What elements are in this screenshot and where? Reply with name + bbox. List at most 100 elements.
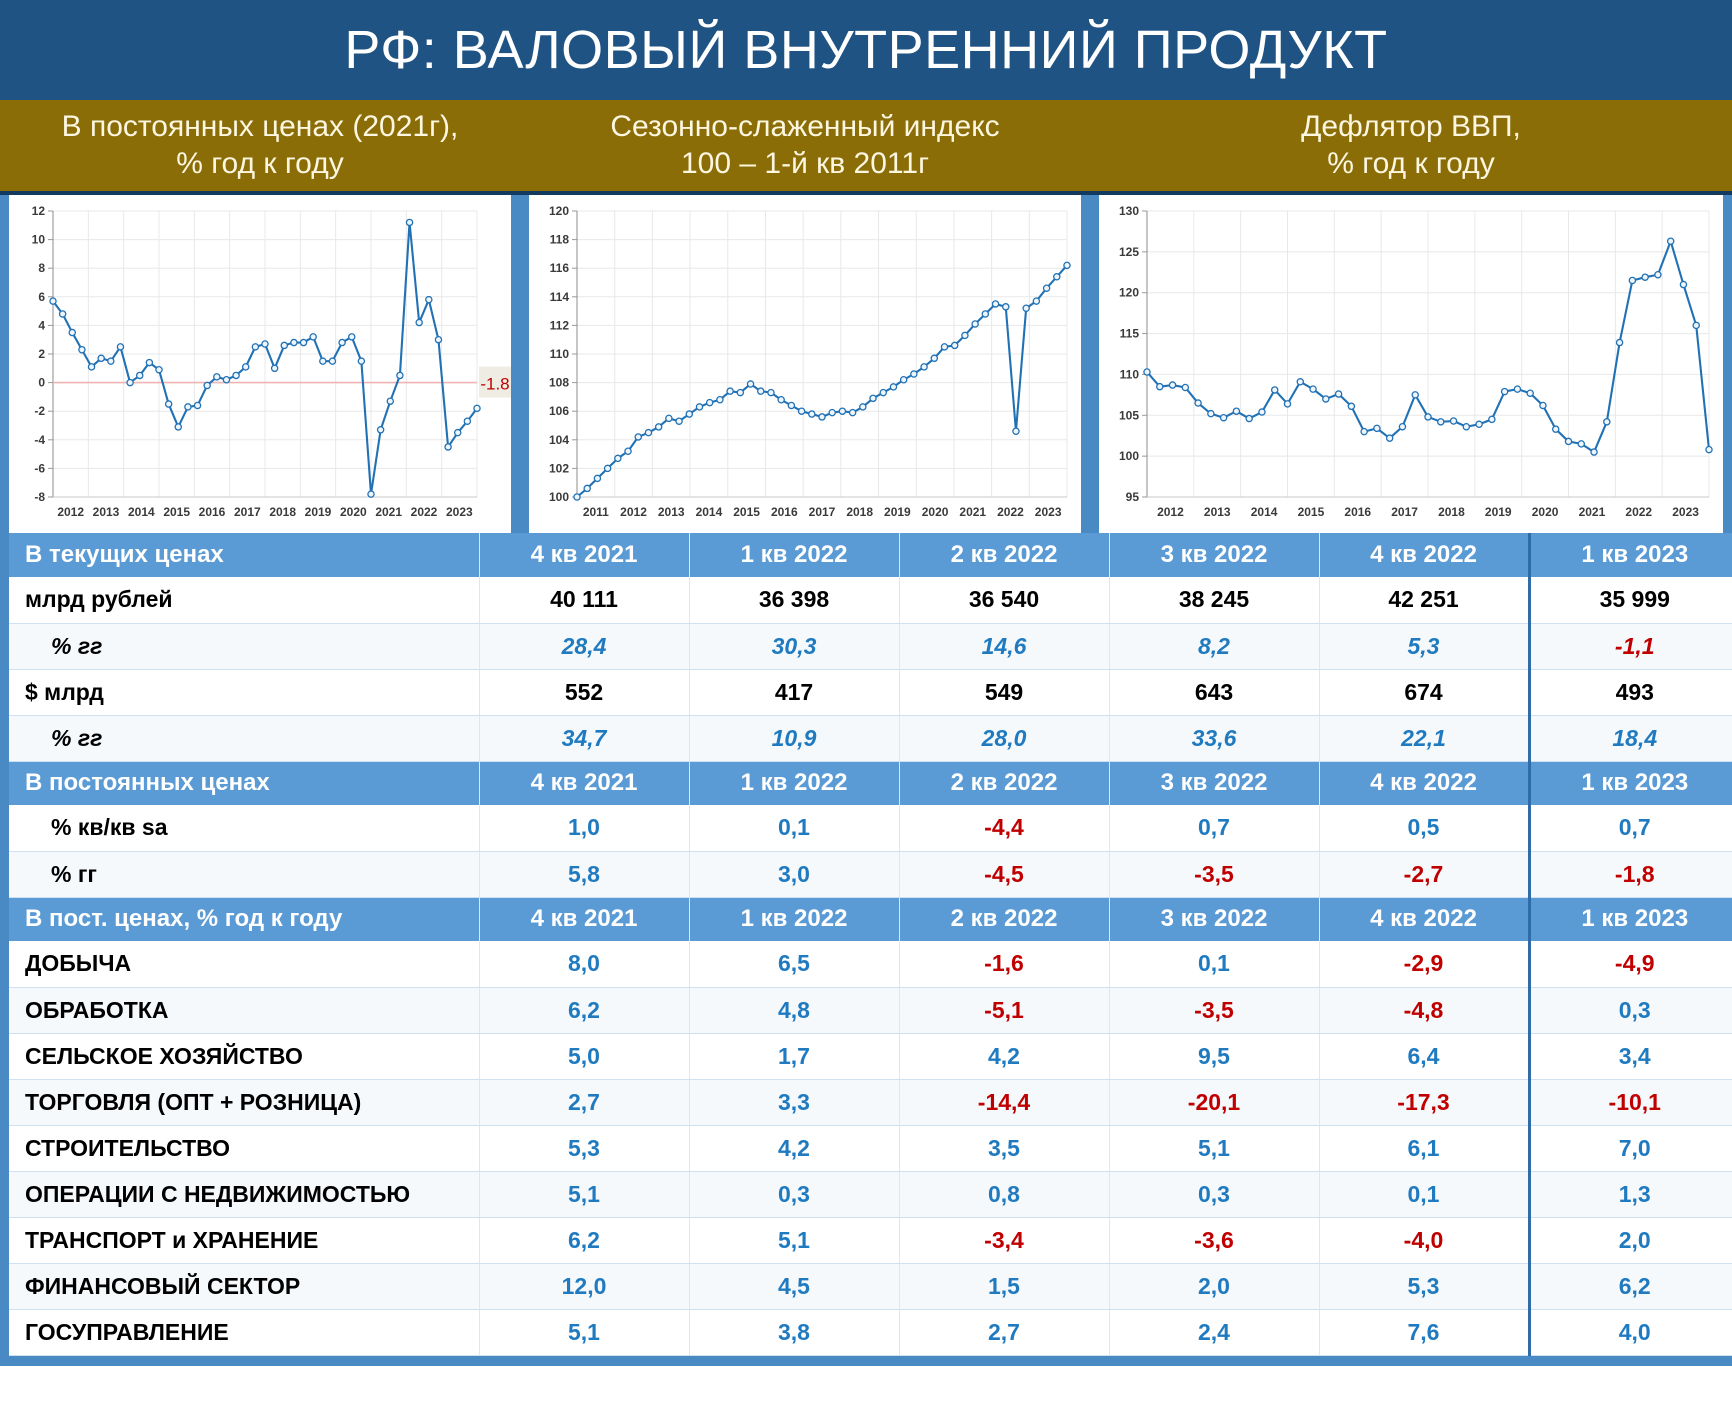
column-header: 2 кв 2022 <box>898 533 1109 577</box>
table-cell: 40 111 <box>478 577 689 624</box>
table-row: млрд рублей 40 111 36 398 36 540 38 245 42 25… <box>9 577 1732 624</box>
svg-text:2021: 2021 <box>1579 505 1606 519</box>
table-cell: 674 <box>1318 669 1529 716</box>
table-cell: 5,8 <box>478 851 689 898</box>
table-cell: -4,8 <box>1318 987 1529 1034</box>
svg-text:2023: 2023 <box>1672 505 1699 519</box>
column-header: 4 кв 2022 <box>1318 761 1529 805</box>
table-cell: 0,1 <box>1108 941 1319 988</box>
svg-text:2021: 2021 <box>375 505 402 519</box>
column-header: 2 кв 2022 <box>898 761 1109 805</box>
table-cell: 8,2 <box>1108 623 1319 670</box>
row-label: % гг <box>9 623 479 670</box>
svg-text:2012: 2012 <box>57 505 84 519</box>
table-cell: 1,0 <box>478 805 689 852</box>
line-chart-sa-index: 100 102 104 106 108 110 112 114 116 118 120 2011 201… <box>529 195 1081 533</box>
chart-subtitle-2: Сезонно-слаженный индекс 100 – 1-й кв 20… <box>520 100 1090 191</box>
svg-text:2023: 2023 <box>446 505 473 519</box>
section-title: В пост. ценах, % год к году <box>9 897 479 941</box>
svg-text:12: 12 <box>32 204 46 218</box>
chart-subtitle-2-line1: Сезонно-слаженный индекс <box>610 109 1000 143</box>
line-chart-constant-prices: -8 -6 -4 -2 0 2 4 6 8 10 12 2012 2013 2014 2015 2016 201… <box>9 195 511 533</box>
table-cell: 7,0 <box>1527 1125 1732 1172</box>
column-header: 1 кв 2022 <box>688 761 899 805</box>
table-cell: 493 <box>1527 669 1732 716</box>
column-header: 1 кв 2023 <box>1527 761 1732 805</box>
table-row: ГОСУПРАВЛЕНИЕ 5,1 3,8 2,7 2,4 7,6 4,0 <box>9 1309 1732 1356</box>
svg-text:130: 130 <box>1119 204 1139 218</box>
column-header: 4 кв 2021 <box>478 897 689 941</box>
table-cell: -1,1 <box>1527 623 1732 670</box>
svg-text:100: 100 <box>1119 449 1139 463</box>
row-label: млрд рублей <box>9 577 479 624</box>
table-cell: 12,0 <box>478 1263 689 1310</box>
chart-panel-deflator: 95 100 105 110 115 120 125 130 2012 2013 2014 2015 2… <box>1090 195 1732 533</box>
svg-text:2015: 2015 <box>733 505 760 519</box>
table-cell: 2,7 <box>478 1079 689 1126</box>
column-header: 4 кв 2022 <box>1318 897 1529 941</box>
column-header: 3 кв 2022 <box>1108 533 1319 577</box>
svg-text:2023: 2023 <box>1035 505 1062 519</box>
svg-text:105: 105 <box>1119 408 1139 422</box>
svg-text:-8: -8 <box>34 490 45 504</box>
table-cell: 4,5 <box>688 1263 899 1310</box>
svg-text:2019: 2019 <box>305 505 332 519</box>
svg-text:100: 100 <box>549 490 569 504</box>
table-bottom-border <box>0 1355 1732 1366</box>
table-row: % гг 5,8 3,0 -4,5 -3,5 -2,7 -1,8 <box>9 851 1732 898</box>
column-header: 4 кв 2021 <box>478 761 689 805</box>
row-label: $ млрд <box>9 669 479 716</box>
svg-text:-4: -4 <box>34 433 45 447</box>
svg-text:118: 118 <box>550 233 570 247</box>
table-cell: 549 <box>898 669 1109 716</box>
table-section-header: В пост. ценах, % год к году 4 кв 2021 1 кв… <box>9 897 1732 941</box>
table-section-header: В постоянных ценах 4 кв 2021 1 кв 2022 2 кв… <box>9 761 1732 805</box>
table-cell: 30,3 <box>688 623 899 670</box>
table-cell: 22,1 <box>1318 715 1529 762</box>
table-cell: 3,5 <box>898 1125 1109 1172</box>
table-cell: 0,1 <box>688 805 899 852</box>
svg-text:2015: 2015 <box>163 505 190 519</box>
table-cell: -4,5 <box>898 851 1109 898</box>
svg-text:10: 10 <box>32 233 46 247</box>
svg-text:125: 125 <box>1119 245 1139 259</box>
table-cell: 4,8 <box>688 987 899 1034</box>
svg-text:6: 6 <box>38 290 45 304</box>
page-title: РФ: ВАЛОВЫЙ ВНУТРЕННИЙ ПРОДУКТ <box>344 20 1388 80</box>
table-cell: 1,5 <box>898 1263 1109 1310</box>
column-header: 1 кв 2023 <box>1527 897 1732 941</box>
table-cell: -3,4 <box>898 1217 1109 1264</box>
table-cell: 643 <box>1108 669 1319 716</box>
chart-panel-sa-index: 100 102 104 106 108 110 112 114 116 118 120 2011 201… <box>520 195 1090 533</box>
table-cell: 6,5 <box>688 941 899 988</box>
chart-subtitle-3-line2: % год к году <box>1327 146 1495 180</box>
svg-text:104: 104 <box>549 433 569 447</box>
svg-text:2021: 2021 <box>959 505 986 519</box>
table-cell: -4,9 <box>1527 941 1732 988</box>
table-cell: 5,1 <box>688 1217 899 1264</box>
table-cell: -4,0 <box>1318 1217 1529 1264</box>
row-label: ОБРАБОТКА <box>9 987 479 1034</box>
svg-text:2012: 2012 <box>1157 505 1184 519</box>
table-cell: -2,7 <box>1318 851 1529 898</box>
table-cell: 0,7 <box>1108 805 1319 852</box>
table-cell: 6,4 <box>1318 1033 1529 1080</box>
table-cell: 3,0 <box>688 851 899 898</box>
svg-text:2011: 2011 <box>583 505 609 519</box>
svg-text:0: 0 <box>38 376 45 390</box>
chart-subtitle-1: В постоянных ценах (2021г), % год к году <box>0 100 520 191</box>
table-cell: 0,3 <box>1108 1171 1319 1218</box>
svg-text:2022: 2022 <box>1625 505 1652 519</box>
row-label: % гг <box>9 715 479 762</box>
table-cell: 552 <box>478 669 689 716</box>
table-cell: 33,6 <box>1108 715 1319 762</box>
table-row: ОПЕРАЦИИ С НЕДВИЖИМОСТЬЮ 5,1 0,3 0,8 0,3 0,1 1… <box>9 1171 1732 1218</box>
table-cell: 28,4 <box>478 623 689 670</box>
svg-text:110: 110 <box>550 347 570 361</box>
svg-text:114: 114 <box>550 290 570 304</box>
table-cell: -4,4 <box>898 805 1109 852</box>
svg-text:2016: 2016 <box>771 505 798 519</box>
svg-text:2016: 2016 <box>199 505 226 519</box>
section-title: В постоянных ценах <box>9 761 479 805</box>
svg-text:2017: 2017 <box>1391 505 1418 519</box>
